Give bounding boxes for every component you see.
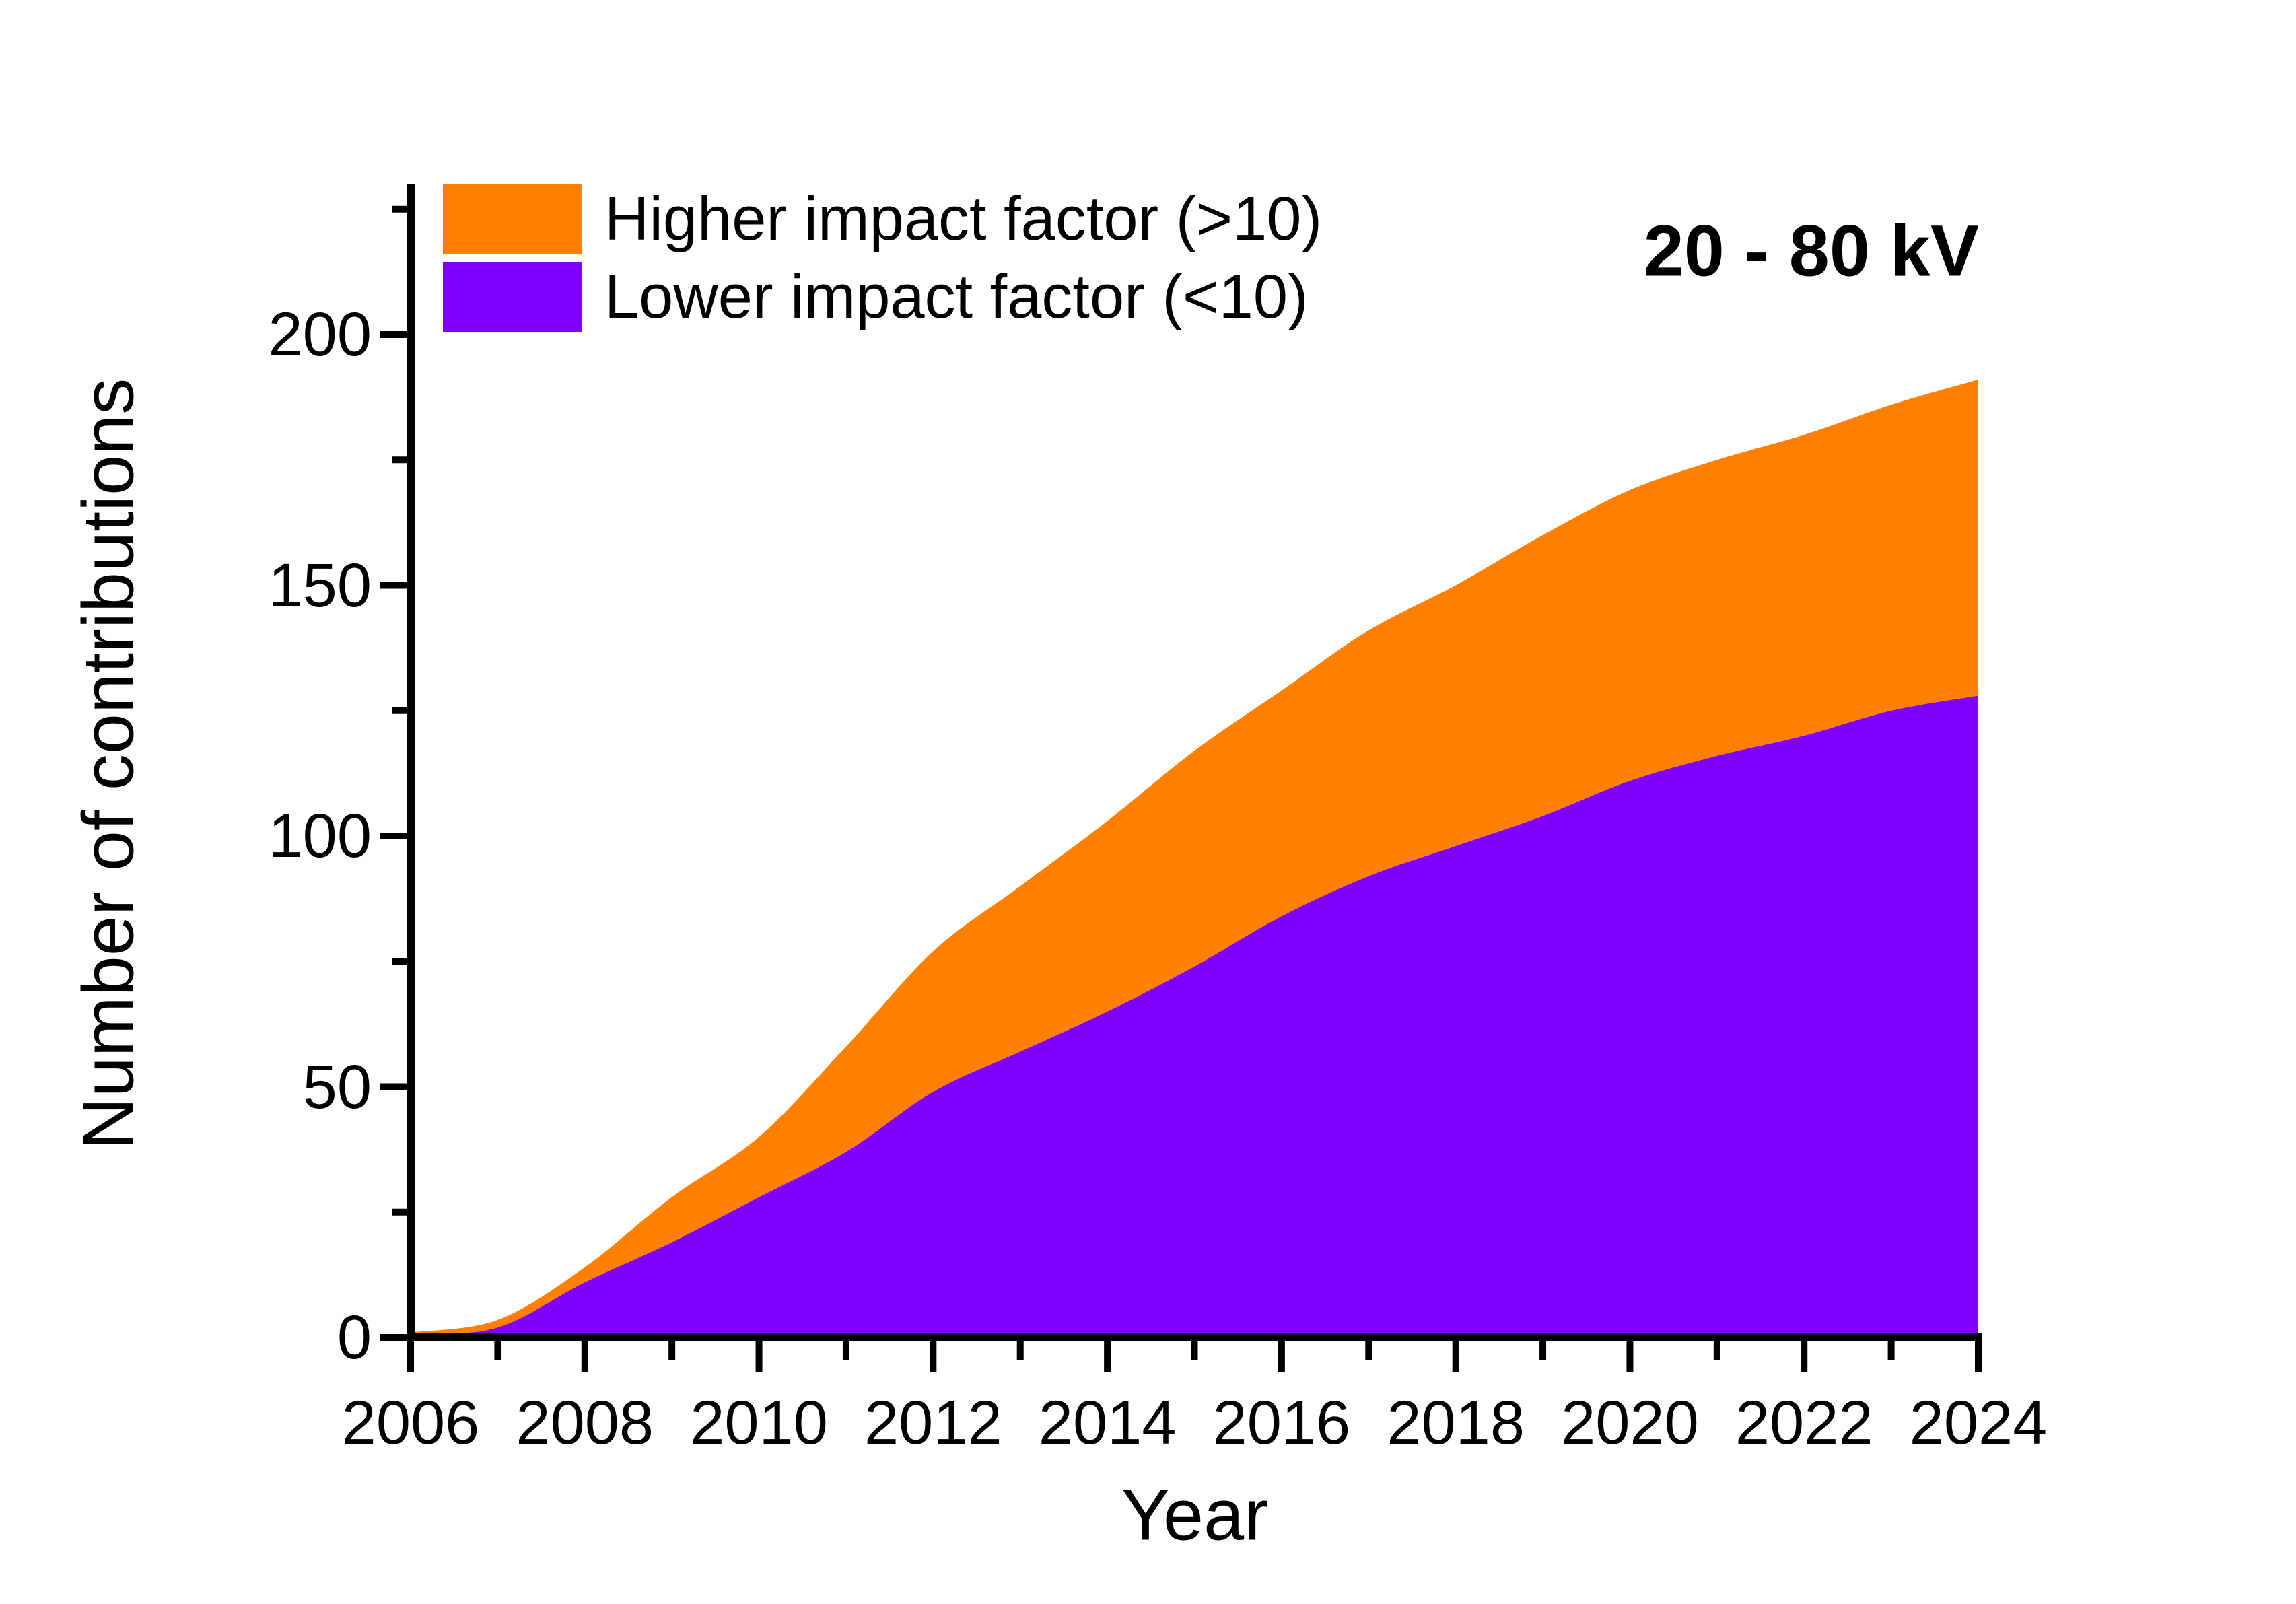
x-tick-label: 2024 (1909, 1389, 2048, 1457)
stacked-areas (411, 380, 1978, 1337)
area-higher-impact (411, 380, 1978, 1335)
legend-swatch-higher-icon (443, 184, 582, 254)
y-tick-label: 200 (268, 300, 372, 369)
y-tick-label: 100 (268, 802, 372, 870)
x-tick-label: 2022 (1735, 1389, 1873, 1457)
x-tick-label: 2018 (1387, 1389, 1525, 1457)
legend: Higher impact factor (>10) Lower impact … (443, 184, 1322, 340)
axes-and-ticks (380, 184, 1982, 1372)
x-axis-title: Year (1121, 1473, 1269, 1556)
x-tick-label: 2010 (690, 1389, 828, 1457)
plot-annotation: 20 - 80 kV (1643, 209, 1979, 291)
x-tick-label: 2006 (341, 1389, 480, 1457)
x-tick-label: 2008 (516, 1389, 654, 1457)
area-lower-impact (411, 695, 1978, 1337)
y-tick-label: 0 (337, 1303, 372, 1372)
legend-item-lower: Lower impact factor (<10) (443, 262, 1322, 332)
x-tick-label: 2012 (864, 1389, 1002, 1457)
legend-item-higher: Higher impact factor (>10) (443, 184, 1322, 254)
y-axis-title: Number of contributions (67, 378, 149, 1150)
x-tick-label: 2016 (1212, 1389, 1351, 1457)
legend-label-lower: Lower impact factor (<10) (604, 263, 1309, 331)
x-tick-label: 2020 (1561, 1389, 1699, 1457)
y-tick-label: 150 (268, 551, 372, 620)
legend-swatch-lower-icon (443, 262, 582, 332)
x-tick-label: 2014 (1038, 1389, 1177, 1457)
legend-label-higher: Higher impact factor (>10) (604, 184, 1323, 253)
y-tick-label: 50 (302, 1052, 372, 1121)
